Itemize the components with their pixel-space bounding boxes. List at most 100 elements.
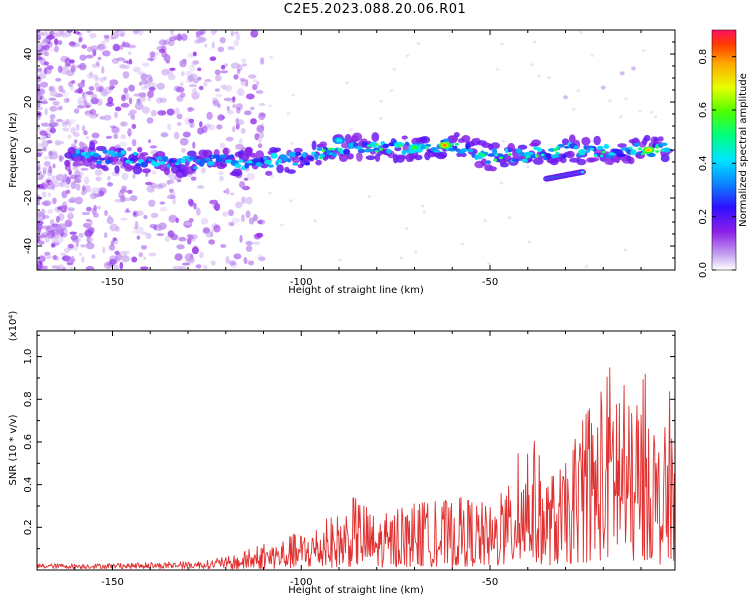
noise-blob [56,106,62,111]
noise-blob [242,63,248,67]
noise-blob [132,30,140,35]
noise-blob [43,44,50,51]
ridge-blob [394,146,402,152]
noise-blob [109,84,114,90]
noise-blob [52,122,59,127]
ridge-blob [187,150,197,157]
noise-blob [499,181,504,185]
noise-blob [204,79,212,82]
noise-blob [256,81,260,86]
noise-blob [44,235,50,243]
noise-blob [269,55,274,59]
noise-blob [131,123,137,130]
noise-blob [115,253,122,261]
noise-blob [169,188,174,193]
noise-blob [223,97,233,102]
noise-blob [89,33,97,39]
ridge-core-blob [133,151,138,156]
ridge-core-blob [603,144,610,149]
noise-blob [120,195,126,203]
ridge-core-blob [192,166,199,170]
noise-blob [234,31,239,35]
noise-blob [244,110,252,116]
noise-blob [228,209,234,217]
ridge-blob [311,140,317,151]
ridge-blob [338,153,349,162]
ridge-spot [398,144,403,148]
noise-blob [127,112,134,117]
noise-blob [228,221,235,227]
noise-blob [166,194,176,200]
ridge-blob [453,132,460,138]
noise-blob [101,40,106,47]
noise-blob [182,131,191,138]
ridge-core-blob [630,149,637,156]
noise-blob [202,264,208,270]
noise-blob [78,252,83,256]
noise-blob [112,237,117,242]
ridge-blob [89,141,96,151]
bottom-y-tick-label: 0.8 [23,391,34,407]
ridge-core-blob [659,142,668,147]
ridge-blob [517,144,528,150]
noise-blob [162,40,170,45]
noise-blob [114,250,120,255]
noise-blob [57,264,65,270]
noise-blob [75,88,84,94]
noise-blob [147,139,152,144]
noise-blob [225,136,234,142]
bottom-y-tick-label: 0.2 [23,519,34,535]
ridge-spot [601,150,606,154]
ridge-core-blob [332,152,337,158]
noise-blob [420,204,425,208]
noise-blob [67,168,71,175]
ridge-blob [356,152,363,162]
noise-blob [62,201,68,209]
noise-blob [85,242,95,250]
noise-blob [148,252,157,257]
ridge-core-blob [369,141,378,148]
noise-blob [61,91,69,98]
noise-blob [239,235,243,243]
noise-blob [239,77,246,82]
noise-blob [131,139,137,147]
ridge-blob [276,164,284,174]
noise-blob [113,264,119,270]
noise-blob [121,255,130,263]
noise-blob [54,256,60,261]
ridge-core-blob [171,159,177,164]
noise-blob [49,105,58,112]
noise-blob [181,147,186,153]
ridge-core-blob [270,152,278,159]
noise-blob [174,107,180,115]
noise-blob [91,254,96,259]
noise-blob [70,127,77,134]
ridge-spot [454,142,459,146]
noise-blob [110,240,115,246]
ridge-blob [319,141,328,148]
noise-blob [84,102,92,108]
noise-blob [198,85,204,91]
noise-blob [87,227,95,235]
noise-blob [109,258,117,265]
noise-blob [78,36,83,42]
noise-blob [103,232,108,239]
noise-blob [630,66,636,71]
ridge-blob [565,150,575,159]
ridge-core-blob [597,145,604,151]
noise-blob [141,97,147,102]
noise-blob [148,199,156,207]
noise-blob [81,79,85,84]
noise-blob [97,56,102,61]
noise-blob [77,171,85,176]
noise-blob [109,79,119,86]
bottom-x-axis-label: Height of straight line (km) [288,585,424,596]
noise-blob [147,94,151,102]
noise-blob [183,221,192,226]
chart-title: C2E5.2023.088.20.06.R01 [283,2,467,17]
noise-blob [338,258,343,262]
ridge-core-blob [442,138,450,143]
noise-blob [85,91,94,95]
noise-blob [132,66,141,73]
noise-blob [215,93,223,97]
